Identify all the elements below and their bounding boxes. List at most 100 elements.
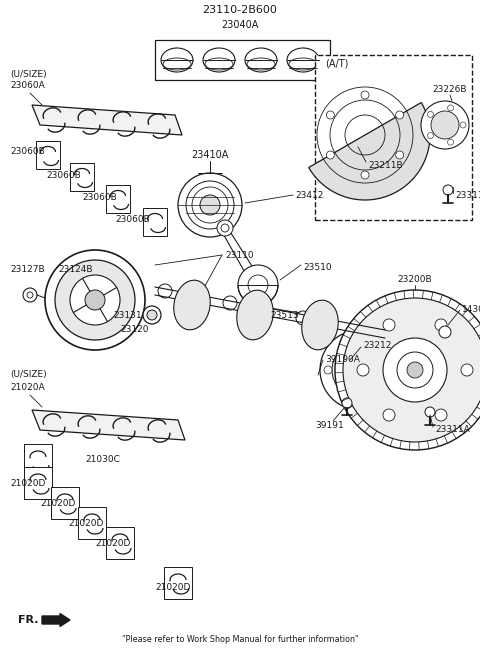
Bar [315, 55, 472, 220]
Circle shape [396, 151, 404, 159]
Circle shape [435, 409, 447, 421]
Text: 39191: 39191 [315, 421, 344, 430]
Text: 23110: 23110 [225, 250, 253, 259]
Text: 21020D: 21020D [40, 498, 75, 508]
Text: 23060A: 23060A [10, 81, 45, 90]
Bar [24, 444, 52, 476]
Circle shape [439, 326, 451, 338]
Bar [51, 487, 79, 519]
Circle shape [372, 338, 380, 346]
Circle shape [396, 111, 404, 119]
Text: 23513: 23513 [270, 310, 299, 320]
Circle shape [320, 330, 400, 410]
Circle shape [27, 292, 33, 298]
Circle shape [361, 91, 369, 99]
Ellipse shape [203, 48, 235, 72]
Text: 21020D: 21020D [10, 479, 46, 487]
Circle shape [435, 319, 447, 331]
Circle shape [184, 297, 200, 313]
Circle shape [70, 275, 120, 325]
Circle shape [383, 319, 395, 331]
Bar [78, 507, 106, 539]
Text: 23060B: 23060B [46, 170, 81, 179]
Text: 23060B: 23060B [10, 147, 45, 157]
Circle shape [431, 111, 459, 139]
Circle shape [23, 288, 37, 302]
Text: 21020D: 21020D [155, 582, 191, 591]
Text: 23060B: 23060B [82, 193, 117, 202]
Circle shape [85, 290, 105, 310]
Ellipse shape [302, 300, 338, 350]
Circle shape [340, 394, 348, 402]
Ellipse shape [163, 58, 191, 70]
Text: 23510: 23510 [303, 263, 332, 272]
Polygon shape [32, 410, 185, 440]
Bar [106, 527, 134, 559]
Text: 39190A: 39190A [325, 356, 360, 364]
Text: 23200B: 23200B [398, 276, 432, 284]
Circle shape [192, 187, 228, 223]
Circle shape [221, 224, 229, 232]
Text: 23110-2B600: 23110-2B600 [203, 5, 277, 15]
Circle shape [312, 317, 328, 333]
Circle shape [223, 296, 237, 310]
Bar [106, 185, 130, 213]
Circle shape [147, 310, 157, 320]
Ellipse shape [205, 58, 233, 70]
Circle shape [238, 265, 278, 305]
Circle shape [55, 260, 135, 340]
FancyArrow shape [42, 614, 70, 626]
Text: 21030C: 21030C [85, 455, 120, 464]
Text: 21020D: 21020D [68, 519, 103, 527]
Circle shape [443, 185, 453, 195]
Text: (U/SIZE): (U/SIZE) [10, 71, 47, 79]
Circle shape [447, 139, 454, 145]
Circle shape [332, 342, 388, 398]
Text: 23040A: 23040A [221, 20, 259, 30]
Circle shape [247, 307, 263, 323]
Bar [24, 467, 52, 499]
Circle shape [447, 105, 454, 111]
Circle shape [460, 122, 466, 128]
Circle shape [427, 111, 433, 117]
Circle shape [357, 364, 369, 376]
Circle shape [326, 151, 335, 159]
Text: 23131: 23131 [113, 310, 142, 320]
Circle shape [178, 173, 242, 237]
Text: (A/T): (A/T) [325, 58, 348, 68]
Circle shape [326, 111, 335, 119]
Circle shape [388, 366, 396, 374]
Circle shape [143, 306, 161, 324]
Text: 23120: 23120 [120, 326, 148, 335]
Bar [155, 40, 330, 80]
Text: "Please refer to Work Shop Manual for further information": "Please refer to Work Shop Manual for fu… [122, 635, 358, 645]
Circle shape [45, 250, 145, 350]
Circle shape [361, 171, 369, 179]
Text: 23124B: 23124B [58, 265, 93, 274]
Text: 1430JE: 1430JE [462, 305, 480, 314]
Ellipse shape [289, 58, 317, 70]
Circle shape [217, 220, 233, 236]
Circle shape [383, 409, 395, 421]
Text: 23410A: 23410A [192, 150, 228, 160]
Text: 23212: 23212 [363, 341, 391, 350]
Circle shape [372, 394, 380, 402]
Bar [143, 208, 167, 236]
Ellipse shape [174, 280, 210, 330]
Bar [70, 163, 94, 191]
Circle shape [397, 352, 433, 388]
Ellipse shape [287, 48, 319, 72]
Circle shape [296, 311, 310, 325]
Circle shape [340, 338, 348, 346]
Ellipse shape [247, 58, 275, 70]
Text: 23226B: 23226B [432, 86, 467, 94]
Circle shape [335, 290, 480, 450]
Circle shape [324, 366, 332, 374]
Ellipse shape [237, 290, 273, 340]
Text: 23127B: 23127B [10, 265, 45, 274]
Circle shape [383, 338, 447, 402]
Text: 23311A: 23311A [435, 426, 470, 434]
Polygon shape [309, 102, 430, 200]
Circle shape [425, 407, 435, 417]
Circle shape [461, 364, 473, 376]
